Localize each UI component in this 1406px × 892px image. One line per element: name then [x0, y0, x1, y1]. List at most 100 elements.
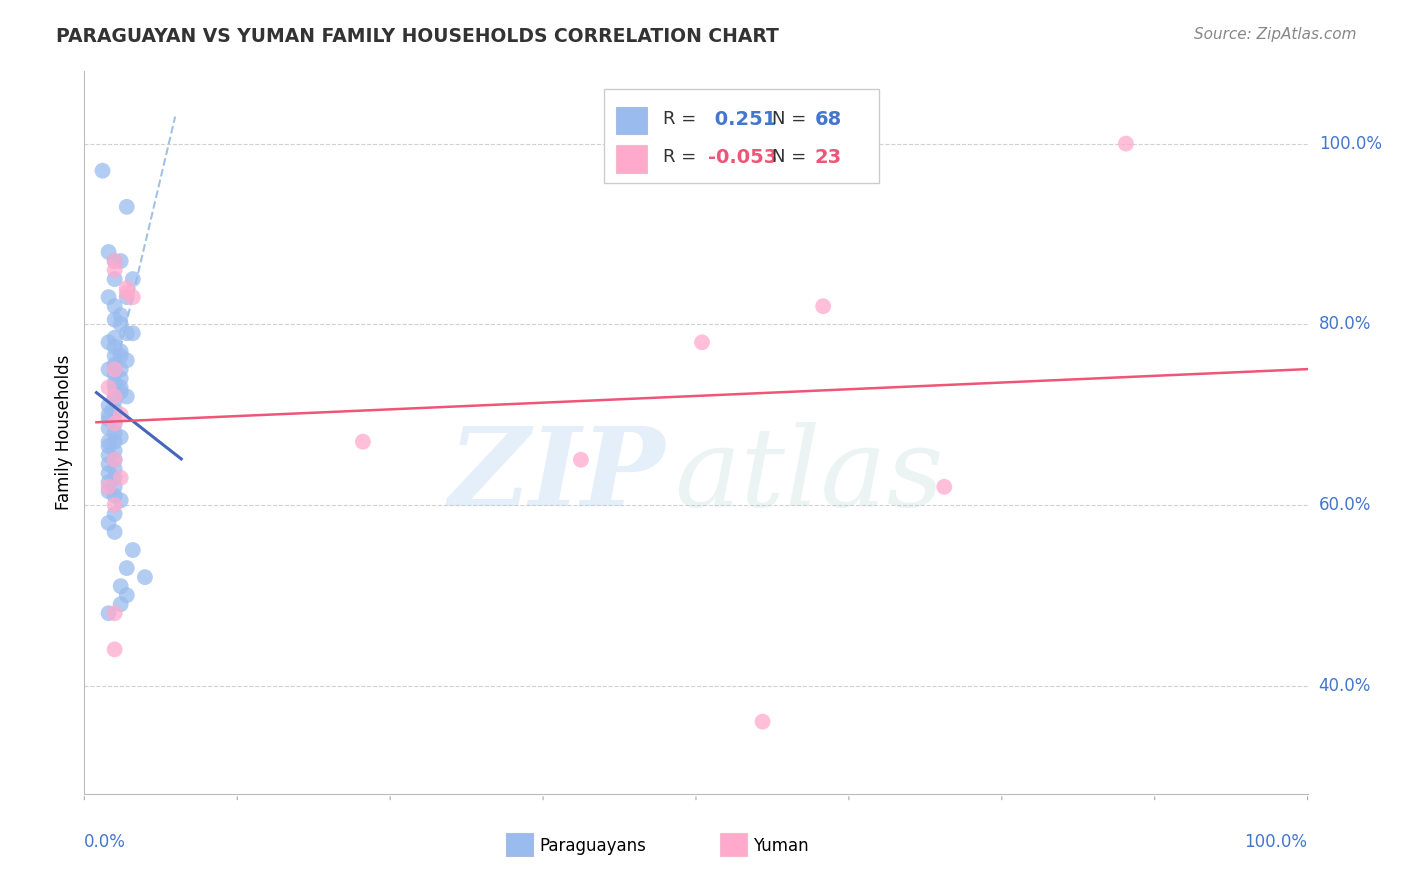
Point	[104, 390, 127, 404]
Point	[104, 312, 127, 326]
Point	[110, 493, 132, 508]
Point	[134, 570, 156, 584]
Point	[97, 439, 120, 453]
Text: atlas: atlas	[673, 422, 943, 530]
Text: ZIP: ZIP	[449, 422, 665, 530]
Point	[110, 471, 132, 485]
Point	[104, 524, 127, 539]
Point	[97, 335, 120, 350]
Point	[104, 642, 127, 657]
Text: 40.0%: 40.0%	[1319, 676, 1371, 695]
Point	[104, 471, 127, 485]
Text: R =: R =	[664, 148, 702, 166]
Point	[115, 588, 138, 602]
Point	[811, 299, 834, 313]
Text: Source: ZipAtlas.com: Source: ZipAtlas.com	[1194, 27, 1357, 42]
Point	[97, 290, 120, 304]
Point	[97, 475, 120, 490]
Point	[104, 434, 127, 449]
Point	[751, 714, 773, 729]
Point	[104, 331, 127, 345]
Text: R =: R =	[664, 110, 702, 128]
Point	[110, 597, 132, 611]
Point	[104, 417, 127, 431]
Point	[97, 244, 120, 259]
Text: 23: 23	[814, 148, 842, 167]
Point	[97, 380, 120, 394]
Point	[934, 480, 956, 494]
Text: 100.0%: 100.0%	[1319, 135, 1382, 153]
Point	[110, 380, 132, 394]
Point	[110, 408, 132, 422]
Point	[121, 290, 143, 304]
Bar	[506, 833, 533, 856]
Point	[104, 254, 127, 268]
Text: PARAGUAYAN VS YUMAN FAMILY HOUSEHOLDS CORRELATION CHART: PARAGUAYAN VS YUMAN FAMILY HOUSEHOLDS CO…	[56, 27, 779, 45]
Point	[104, 394, 127, 409]
Bar	[605, 89, 880, 184]
Point	[97, 412, 120, 426]
Point	[121, 326, 143, 341]
Y-axis label: Family Households: Family Households	[55, 355, 73, 510]
Point	[104, 376, 127, 390]
Point	[104, 408, 127, 422]
Point	[97, 399, 120, 413]
Point	[104, 380, 127, 394]
Point	[104, 443, 127, 458]
Point	[104, 403, 127, 417]
Text: 100.0%: 100.0%	[1244, 833, 1308, 851]
Text: 68: 68	[814, 110, 842, 128]
Point	[110, 349, 132, 363]
Point	[104, 480, 127, 494]
Point	[97, 457, 120, 471]
Text: 80.0%: 80.0%	[1319, 315, 1371, 334]
Point	[104, 340, 127, 354]
Point	[97, 448, 120, 462]
Point	[104, 367, 127, 381]
Bar	[616, 145, 647, 172]
Point	[110, 362, 132, 376]
Point	[110, 579, 132, 593]
Point	[1115, 136, 1137, 151]
Point	[91, 163, 114, 178]
Point	[115, 390, 138, 404]
Point	[104, 462, 127, 476]
Point	[115, 290, 138, 304]
Point	[97, 516, 120, 530]
Text: 60.0%: 60.0%	[1319, 496, 1371, 514]
Point	[97, 480, 120, 494]
Point	[104, 425, 127, 440]
Bar	[616, 107, 647, 134]
Point	[104, 263, 127, 277]
Point	[352, 434, 374, 449]
Point	[97, 484, 120, 499]
Point	[110, 317, 132, 331]
Point	[97, 434, 120, 449]
Point	[115, 281, 138, 295]
Point	[104, 452, 127, 467]
Text: N =: N =	[772, 148, 811, 166]
Point	[115, 326, 138, 341]
Point	[97, 408, 120, 422]
Point	[104, 362, 127, 376]
Point	[97, 421, 120, 435]
Point	[104, 272, 127, 286]
Text: Yuman: Yuman	[754, 837, 808, 855]
Point	[104, 358, 127, 372]
Text: N =: N =	[772, 110, 811, 128]
Point	[104, 489, 127, 503]
Point	[97, 467, 120, 481]
Point	[115, 561, 138, 575]
Point	[110, 344, 132, 359]
Point	[104, 349, 127, 363]
Point	[121, 543, 143, 558]
Point	[110, 308, 132, 322]
Point	[110, 384, 132, 399]
Text: Paraguayans: Paraguayans	[540, 837, 647, 855]
Point	[104, 498, 127, 512]
Text: 0.0%: 0.0%	[84, 833, 127, 851]
Point	[104, 254, 127, 268]
Point	[115, 200, 138, 214]
Point	[104, 607, 127, 621]
Point	[104, 452, 127, 467]
